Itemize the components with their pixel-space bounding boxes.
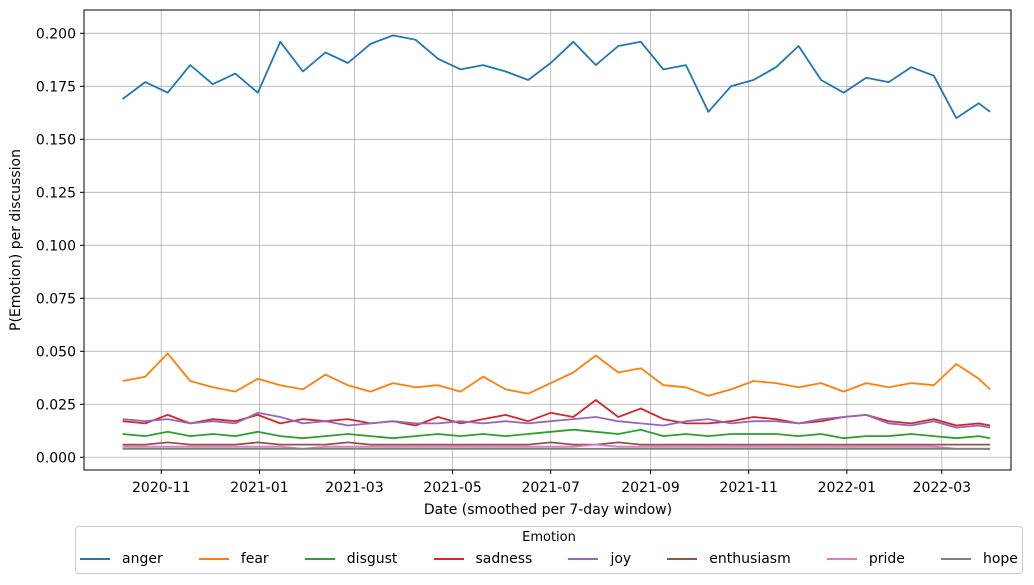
legend-label: sadness xyxy=(475,551,533,567)
legend-label: enthusiasm xyxy=(709,551,791,567)
y-axis-ticks: 0.000 0.025 0.050 0.075 0.100 0.125 0.150 0.175… xyxy=(36,26,84,466)
legend-swatch xyxy=(198,558,229,560)
legend-items: anger fear disgust sadness joy enthusiasm prid… xyxy=(80,551,1018,567)
legend-label: pride xyxy=(868,551,905,567)
legend-item-enthusiasm: enthusiasm xyxy=(667,551,791,567)
legend-swatch xyxy=(667,558,698,560)
series-line-disgust xyxy=(122,428,991,440)
legend-label: anger xyxy=(122,551,163,567)
series-line-sadness xyxy=(122,399,991,427)
x-tick-label: 2021-07 xyxy=(521,480,580,496)
y-axis-label: P(Emotion) per discussion xyxy=(8,149,24,331)
plot-frame xyxy=(83,9,1012,471)
series-line-pride xyxy=(122,443,991,450)
x-tick-label: 2022-03 xyxy=(913,480,972,496)
x-tick-label: 2021-09 xyxy=(621,480,680,496)
legend-label: hope xyxy=(982,551,1018,567)
legend-item-fear: fear xyxy=(198,551,269,567)
x-tick-label: 2020-11 xyxy=(132,480,191,496)
legend-title: Emotion xyxy=(522,530,576,545)
legend-item-pride: pride xyxy=(826,551,905,567)
legend-swatch xyxy=(940,558,971,560)
y-tick-label: 0.125 xyxy=(36,185,76,201)
x-tick-label: 2021-01 xyxy=(230,480,289,496)
y-tick-label: 0.075 xyxy=(36,291,76,307)
x-tick-label: 2022-01 xyxy=(818,480,877,496)
series-line-joy xyxy=(122,411,991,429)
x-tick-label: 2021-05 xyxy=(423,480,482,496)
x-axis-ticks: 2020-11 2021-01 2021-03 2021-05 2021-07 2021-… xyxy=(132,470,971,496)
legend-item-joy: joy xyxy=(568,551,631,567)
legend-item-disgust: disgust xyxy=(304,551,398,567)
series-line-anger xyxy=(122,34,991,119)
y-tick-label: 0.100 xyxy=(36,238,76,254)
y-tick-label: 0.175 xyxy=(36,79,76,95)
y-tick-label: 0.000 xyxy=(36,450,76,466)
y-tick-label: 0.025 xyxy=(36,397,76,413)
legend-label: fear xyxy=(240,551,269,567)
series-line-enthusiasm xyxy=(122,441,991,446)
legend-swatch xyxy=(568,558,599,560)
series-lines xyxy=(122,34,991,450)
x-tick-label: 2021-03 xyxy=(325,480,384,496)
legend-item-sadness: sadness xyxy=(433,551,533,567)
series-line-fear xyxy=(122,352,991,397)
legend-swatch xyxy=(826,558,857,560)
y-tick-label: 0.150 xyxy=(36,132,76,148)
legend-swatch xyxy=(80,558,110,560)
y-tick-label: 0.050 xyxy=(36,344,76,360)
x-tick-label: 2021-11 xyxy=(719,480,778,496)
x-axis-label: Date (smoothed per 7-day window) xyxy=(424,502,672,518)
legend-swatch xyxy=(304,558,335,560)
legend: Emotion anger fear disgust sadness joy enthus… xyxy=(75,526,1023,574)
grid-lines xyxy=(84,10,1011,470)
legend-item-hope: hope xyxy=(940,551,1018,567)
legend-item-anger: anger xyxy=(80,551,163,567)
legend-label: disgust xyxy=(346,551,398,567)
legend-label: joy xyxy=(610,551,632,567)
legend-swatch xyxy=(433,558,464,560)
y-tick-label: 0.200 xyxy=(36,26,76,42)
